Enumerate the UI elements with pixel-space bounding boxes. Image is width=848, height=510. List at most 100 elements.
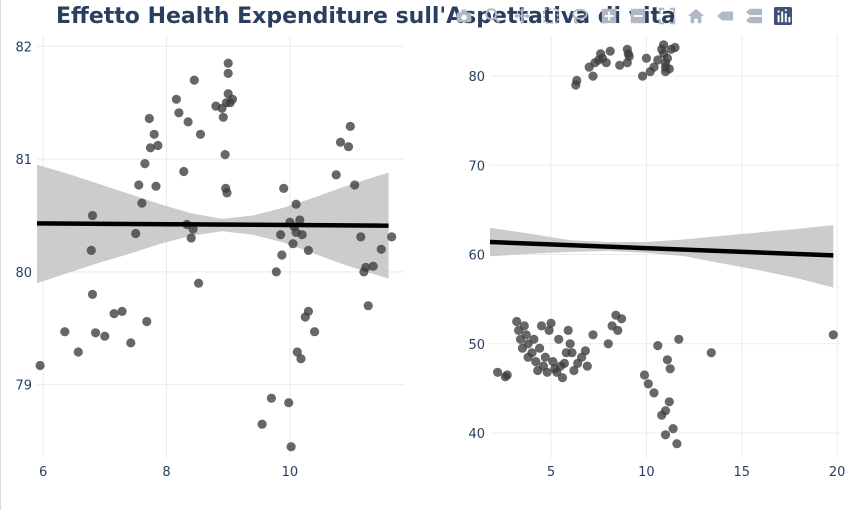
home-icon[interactable] bbox=[684, 4, 708, 28]
data-point[interactable] bbox=[531, 357, 541, 367]
spike-lines-icon[interactable] bbox=[713, 4, 737, 28]
data-point[interactable] bbox=[563, 325, 573, 335]
data-point[interactable] bbox=[588, 330, 598, 340]
data-point[interactable] bbox=[572, 75, 582, 86]
data-point[interactable] bbox=[35, 360, 45, 371]
data-point[interactable] bbox=[649, 388, 659, 398]
data-point[interactable] bbox=[350, 180, 360, 190]
data-point[interactable] bbox=[638, 71, 648, 81]
data-point[interactable] bbox=[218, 112, 228, 122]
zoom-out-icon[interactable] bbox=[626, 4, 650, 28]
data-point[interactable] bbox=[266, 393, 276, 403]
data-point[interactable] bbox=[297, 230, 307, 240]
data-point[interactable] bbox=[171, 94, 181, 104]
data-point[interactable] bbox=[828, 330, 838, 340]
data-point[interactable] bbox=[220, 150, 230, 160]
data-point[interactable] bbox=[662, 355, 673, 365]
data-point[interactable] bbox=[664, 397, 674, 407]
lasso-icon[interactable] bbox=[568, 4, 592, 28]
data-point[interactable] bbox=[649, 62, 659, 72]
data-point[interactable] bbox=[512, 316, 522, 327]
data-point[interactable] bbox=[149, 129, 159, 139]
data-point[interactable] bbox=[195, 129, 206, 139]
data-point[interactable] bbox=[194, 278, 204, 288]
data-point[interactable] bbox=[303, 306, 313, 316]
data-point[interactable] bbox=[540, 352, 550, 362]
autoscale-icon[interactable] bbox=[655, 4, 679, 28]
camera-icon[interactable] bbox=[452, 4, 476, 28]
data-point[interactable] bbox=[660, 406, 671, 416]
data-point[interactable] bbox=[331, 170, 341, 180]
data-point[interactable] bbox=[535, 343, 545, 353]
data-point[interactable] bbox=[567, 348, 577, 358]
data-point[interactable] bbox=[100, 331, 110, 341]
data-point[interactable] bbox=[345, 121, 355, 131]
data-point[interactable] bbox=[653, 55, 663, 65]
data-point[interactable] bbox=[276, 230, 286, 240]
data-point[interactable] bbox=[662, 53, 673, 63]
data-point[interactable] bbox=[295, 215, 305, 225]
data-point[interactable] bbox=[672, 439, 682, 449]
data-point[interactable] bbox=[343, 142, 354, 152]
data-point[interactable] bbox=[286, 442, 296, 452]
data-point[interactable] bbox=[144, 113, 154, 124]
box-select-icon[interactable] bbox=[539, 4, 563, 28]
data-point[interactable] bbox=[73, 347, 83, 357]
data-point[interactable] bbox=[292, 347, 302, 357]
data-point[interactable] bbox=[279, 183, 289, 193]
data-point[interactable] bbox=[615, 60, 625, 70]
data-point[interactable] bbox=[617, 314, 627, 324]
data-point[interactable] bbox=[639, 370, 650, 380]
data-point[interactable] bbox=[288, 239, 298, 249]
data-point[interactable] bbox=[271, 267, 281, 277]
data-point[interactable] bbox=[519, 321, 529, 331]
data-point[interactable] bbox=[653, 341, 663, 351]
data-point[interactable] bbox=[603, 339, 613, 349]
data-point[interactable] bbox=[117, 306, 127, 316]
data-point[interactable] bbox=[296, 354, 306, 364]
data-point[interactable] bbox=[335, 137, 346, 147]
data-point[interactable] bbox=[559, 358, 570, 368]
data-point[interactable] bbox=[387, 232, 397, 242]
data-point[interactable] bbox=[303, 245, 313, 255]
data-point[interactable] bbox=[565, 339, 575, 349]
data-point[interactable] bbox=[665, 364, 675, 374]
data-point[interactable] bbox=[356, 232, 366, 242]
compare-hover-icon[interactable] bbox=[742, 4, 766, 28]
data-point[interactable] bbox=[109, 309, 119, 319]
data-point[interactable] bbox=[588, 71, 598, 81]
data-point[interactable] bbox=[222, 188, 232, 198]
data-point[interactable] bbox=[376, 244, 386, 254]
data-point[interactable] bbox=[542, 367, 552, 377]
data-point[interactable] bbox=[86, 245, 96, 255]
data-point[interactable] bbox=[60, 327, 70, 337]
data-point[interactable] bbox=[660, 430, 671, 440]
data-point[interactable] bbox=[546, 318, 556, 328]
data-point[interactable] bbox=[131, 228, 141, 239]
data-point[interactable] bbox=[87, 210, 98, 221]
zoom-in-icon[interactable] bbox=[597, 4, 621, 28]
zoom-icon[interactable] bbox=[481, 4, 505, 28]
plotly-logo-icon[interactable] bbox=[771, 4, 795, 28]
data-point[interactable] bbox=[521, 330, 531, 340]
data-point[interactable] bbox=[134, 180, 144, 190]
data-point[interactable] bbox=[223, 68, 233, 78]
data-point[interactable] bbox=[310, 327, 320, 337]
data-point[interactable] bbox=[664, 64, 674, 74]
data-point[interactable] bbox=[145, 143, 156, 153]
data-point[interactable] bbox=[186, 233, 196, 243]
data-point[interactable] bbox=[227, 94, 238, 104]
data-point[interactable] bbox=[183, 117, 193, 127]
data-point[interactable] bbox=[605, 46, 615, 56]
data-point[interactable] bbox=[659, 40, 669, 50]
data-point[interactable] bbox=[277, 250, 287, 260]
data-point[interactable] bbox=[582, 361, 592, 371]
data-point[interactable] bbox=[641, 53, 652, 63]
data-point[interactable] bbox=[601, 58, 611, 68]
data-point[interactable] bbox=[140, 159, 150, 169]
data-point[interactable] bbox=[368, 261, 378, 271]
data-point[interactable] bbox=[363, 301, 373, 311]
panel-left[interactable]: 6 8 10 79 80 81 82 bbox=[15, 35, 404, 480]
data-point[interactable] bbox=[668, 424, 678, 434]
data-point[interactable] bbox=[142, 316, 152, 327]
